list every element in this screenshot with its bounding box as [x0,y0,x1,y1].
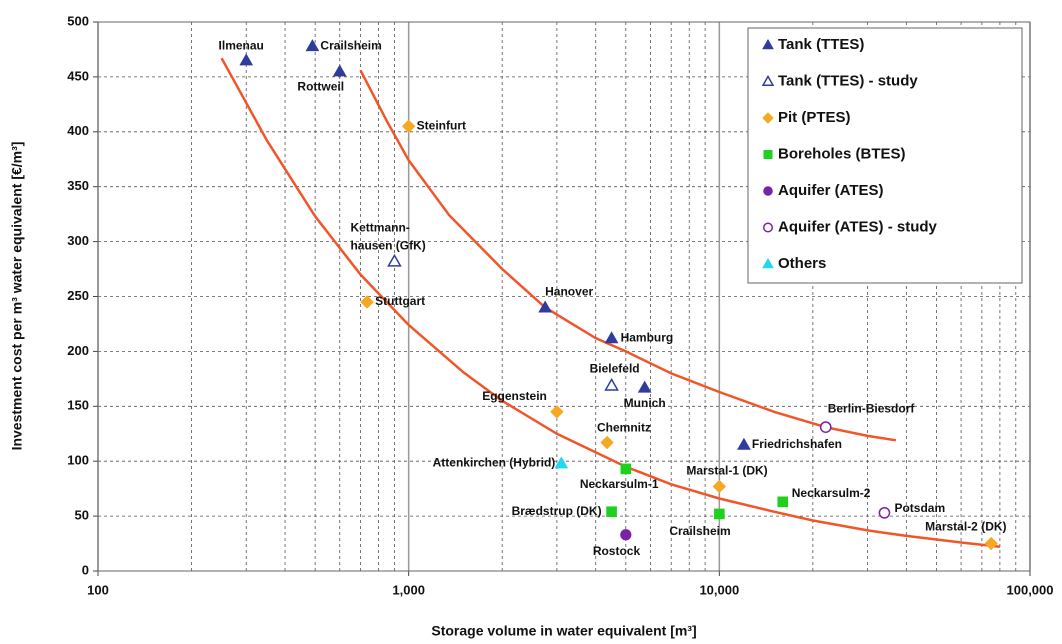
point [387,253,402,267]
point-label: Crailsheim [320,38,381,52]
point-label: Chemnitz [597,421,651,435]
point [401,119,416,134]
point [600,435,614,450]
legend-marker [761,74,775,86]
point-label: Bielefeld [590,362,640,376]
point [620,463,632,475]
legend-label: Aquifer (ATES) - study [778,218,938,235]
point-label: Kettmann- [350,221,409,235]
y-tick-label: 200 [67,343,89,358]
point-label: Brædstrup (DK) [512,504,602,518]
point [604,377,619,391]
point [984,536,998,551]
legend-label: Tank (TTES) - study [778,72,918,89]
legend-marker [762,257,774,269]
trend-curve [359,69,897,442]
y-tick-label: 350 [67,178,89,193]
x-tick-label: 1,000 [392,582,425,597]
x-tick-label: 100,000 [1007,582,1054,597]
point-label: Crailsheim [669,524,730,538]
point-label: Hanover [545,285,593,299]
point-label: Attenkirchen (Hybrid) [433,456,556,470]
point-label: Rostock [593,544,641,558]
x-axis-title: Storage volume in water equivalent [m³] [431,623,696,639]
point-label: Friedrichshafen [752,437,842,451]
point [620,529,632,541]
x-tick-label: 100 [87,582,109,597]
point [712,479,727,494]
point-label: Ilmenau [219,39,264,53]
legend-label: Boreholes (BTES) [778,145,906,162]
y-tick-label: 500 [67,13,89,28]
point-label: hausen (GfK) [350,239,425,253]
point [637,380,652,393]
point-label: Marstal-2 (DK) [925,520,1006,534]
legend-marker [763,186,773,196]
legend-label: Tank (TTES) [778,36,864,53]
point-label: Potsdam [894,501,945,515]
y-tick-label: 300 [67,233,89,248]
legend-marker [763,150,773,159]
legend-label: Pit (PTES) [778,109,851,126]
point [878,506,891,519]
point [550,405,564,419]
y-tick-label: 450 [67,68,89,83]
legend-label: Others [778,255,826,272]
legend-box [747,27,1023,284]
point [777,496,789,508]
y-tick-label: 250 [67,288,89,303]
point-label: Steinfurt [417,118,466,132]
point [714,508,725,520]
legend-marker [762,38,774,50]
point-label: Neckarsulm-1 [580,477,659,491]
legend-label: Aquifer (ATES) [778,182,884,199]
point [819,421,832,434]
y-tick-label: 150 [67,398,89,413]
plot-frame [97,21,1031,572]
point [305,39,320,52]
point-label: Berlin-Biesdorf [828,401,916,415]
point-label: Stuttgart [375,294,425,308]
y-tick-label: 400 [67,123,89,138]
y-axis-title: Investment cost per m³ water equivalent … [9,142,25,451]
point-label: Neckarsulm-2 [792,486,871,500]
point [332,64,347,77]
point [606,506,617,518]
point-label: Rottweil [297,80,344,94]
y-tick-label: 0 [82,562,89,577]
point-label: Hamburg [621,330,674,344]
point-label: Eggenstein [482,389,547,403]
y-tick-label: 100 [67,453,89,468]
legend-marker [762,112,774,124]
y-tick-label: 50 [75,508,89,523]
legend-marker [763,222,773,233]
x-tick-label: 10,000 [699,582,739,597]
point [604,331,619,344]
point [554,456,569,469]
point-label: Munich [624,396,666,410]
point-label: Marstal-1 (DK) [686,464,767,478]
point [360,295,374,309]
point [239,53,254,66]
point [538,300,553,313]
point [737,437,751,450]
